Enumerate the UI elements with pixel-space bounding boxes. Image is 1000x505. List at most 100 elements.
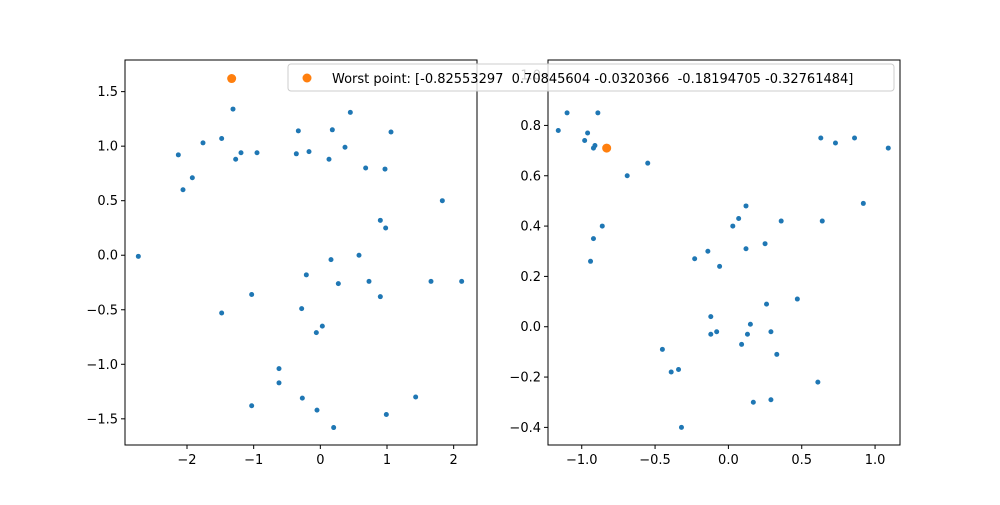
- right-y-tick-label: 0.0: [520, 320, 541, 335]
- left-axes-frame: [124, 59, 478, 446]
- right-data-point: [764, 301, 770, 307]
- right-data-point: [750, 399, 756, 405]
- left-data-point: [439, 198, 445, 204]
- left-data-point: [276, 380, 282, 386]
- right-y-tick-label: 0.6: [520, 169, 541, 184]
- left-y-tick-label: −0.5: [86, 303, 118, 318]
- right-data-point: [590, 236, 596, 242]
- left-data-point: [299, 306, 305, 312]
- left-data-point: [238, 150, 244, 156]
- left-scatter-axes: −2 −1 0 1 2 −1.5 −1.0 −0.5 0.0 0.5 1.0 1.5: [86, 59, 478, 468]
- left-y-tick-label: 1.5: [97, 85, 118, 100]
- right-worst-point-marker: [602, 143, 612, 153]
- right-data-point: [714, 329, 720, 335]
- left-data-point: [342, 144, 348, 150]
- legend-frame: [287, 63, 895, 92]
- left-data-point: [175, 152, 181, 158]
- left-data-point: [313, 330, 319, 336]
- right-data-point: [762, 241, 768, 247]
- right-data-point: [582, 138, 588, 144]
- left-x-tick-label: 2: [450, 453, 458, 468]
- left-data-point: [219, 310, 225, 316]
- left-data-point: [189, 175, 195, 181]
- left-y-tick-label: 0.5: [97, 194, 118, 209]
- left-data-point: [363, 165, 369, 171]
- left-data-point: [293, 151, 299, 157]
- right-data-point: [590, 145, 596, 151]
- right-data-point: [774, 351, 780, 357]
- right-data-point: [768, 329, 774, 335]
- left-data-point: [306, 149, 312, 155]
- right-y-tick-label: 0.2: [520, 270, 541, 285]
- right-data-point: [624, 173, 630, 179]
- right-data-point: [819, 218, 825, 224]
- right-x-tick-label: 0.5: [791, 453, 812, 468]
- left-data-point: [303, 272, 309, 278]
- left-data-point: [428, 278, 434, 284]
- left-x-tick-label: 0: [316, 453, 324, 468]
- right-data-point: [736, 216, 742, 222]
- right-y-tick-label: −0.2: [509, 371, 541, 386]
- legend-label: Worst point: [-0.82553297 0.70845604 -0.…: [332, 72, 853, 87]
- left-data-point: [382, 166, 388, 172]
- right-data-point: [717, 263, 723, 269]
- left-data-point: [459, 278, 465, 284]
- right-data-point: [739, 341, 745, 347]
- left-data-point: [276, 366, 282, 372]
- right-data-point: [705, 248, 711, 254]
- right-data-point: [730, 223, 736, 229]
- left-data-point: [413, 394, 419, 400]
- right-data-point: [585, 130, 591, 136]
- left-data-point: [230, 106, 236, 112]
- left-data-point: [356, 252, 362, 258]
- left-data-point: [331, 425, 337, 431]
- left-data-point: [328, 257, 334, 263]
- left-data-point: [377, 217, 383, 223]
- left-y-tick-label: −1.0: [86, 358, 118, 373]
- left-data-point: [233, 156, 239, 162]
- right-data-point: [743, 246, 749, 252]
- left-data-point: [383, 411, 389, 417]
- right-data-point: [778, 218, 784, 224]
- left-data-point: [249, 403, 255, 409]
- right-data-point: [743, 203, 749, 209]
- left-x-tick-label: 1: [383, 453, 391, 468]
- right-data-point: [818, 135, 824, 141]
- right-data-point: [885, 145, 891, 151]
- left-data-point: [366, 278, 372, 284]
- right-data-point: [708, 331, 714, 337]
- left-data-point: [314, 407, 320, 413]
- right-data-point: [794, 296, 800, 302]
- right-axes-frame: [547, 59, 901, 446]
- right-data-point: [768, 397, 774, 403]
- left-data-point: [200, 140, 206, 146]
- right-data-point: [860, 200, 866, 206]
- left-data-point: [219, 136, 225, 142]
- left-data-point: [254, 150, 260, 156]
- right-data-point: [668, 369, 674, 375]
- left-x-tick-label: −1: [244, 453, 263, 468]
- left-data-point: [326, 156, 332, 162]
- right-data-point: [645, 160, 651, 166]
- right-data-point: [564, 110, 570, 116]
- right-y-tick-label: 0.8: [520, 119, 541, 134]
- right-x-tick-label: 1.0: [865, 453, 886, 468]
- right-x-tick-label: 0.0: [718, 453, 739, 468]
- left-data-point: [249, 291, 255, 297]
- left-data-point: [383, 225, 389, 231]
- left-data-point: [388, 129, 394, 135]
- left-data-point: [295, 128, 301, 134]
- right-x-tick-label: −1.0: [566, 453, 598, 468]
- right-data-point: [744, 331, 750, 337]
- left-data-point: [319, 323, 325, 329]
- right-scatter-axes: −1.0 −0.5 0.0 0.5 1.0 −0.4 −0.2 0.0 0.2 0.4 0.6 0.8…: [509, 59, 901, 468]
- right-y-tick-label: 0.4: [520, 220, 541, 235]
- right-data-point: [708, 314, 714, 320]
- right-data-point: [832, 140, 838, 146]
- left-x-tick-label: −2: [177, 453, 196, 468]
- right-data-point: [659, 346, 665, 352]
- legend: Worst point: [-0.82553297 0.70845604 -0.…: [287, 63, 895, 92]
- right-data-point: [599, 223, 605, 229]
